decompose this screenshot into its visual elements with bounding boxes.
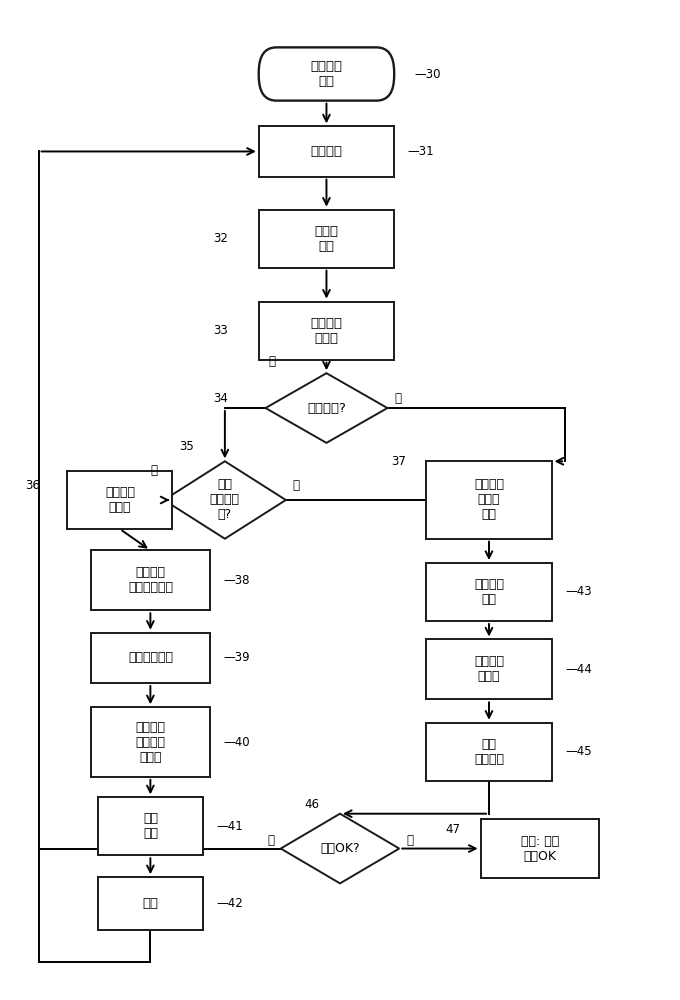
Text: 状态矢量
的捕获: 状态矢量 的捕获	[311, 317, 343, 345]
Text: 是: 是	[150, 464, 157, 477]
Text: 是: 是	[269, 355, 276, 368]
Text: —41: —41	[216, 820, 243, 833]
Text: —31: —31	[408, 145, 435, 158]
Text: —45: —45	[565, 745, 592, 758]
Bar	[91, 633, 209, 683]
Text: —39: —39	[223, 651, 250, 664]
Text: 46: 46	[305, 798, 320, 811]
Text: 反向
执行: 反向 执行	[143, 812, 158, 840]
Text: 程序测试
开始: 程序测试 开始	[311, 60, 343, 88]
Text: —40: —40	[223, 736, 250, 749]
Text: —38: —38	[223, 574, 250, 587]
Text: —30: —30	[415, 68, 441, 81]
Text: 处理
器例外中
止?: 处理 器例外中 止?	[210, 479, 240, 521]
Text: 错误位置
的检测: 错误位置 的检测	[105, 486, 135, 514]
Text: 缺陷点的确定: 缺陷点的确定	[128, 651, 173, 664]
Bar	[426, 723, 551, 781]
Bar	[258, 302, 394, 360]
Text: 是: 是	[406, 834, 413, 847]
Text: 36: 36	[25, 479, 40, 492]
Text: 中止程序?: 中止程序?	[307, 402, 346, 415]
Text: 函数标记: 函数标记	[311, 145, 343, 158]
Text: 错误周围
一个区间
的确定: 错误周围 一个区间 的确定	[135, 721, 165, 764]
Text: 结果文件
的关闭: 结果文件 的关闭	[474, 655, 504, 683]
Text: 终止程序
测试的
指示: 终止程序 测试的 指示	[474, 479, 504, 521]
Bar	[67, 471, 173, 529]
Text: —44: —44	[565, 663, 592, 676]
Bar	[426, 563, 551, 621]
Text: 否: 否	[292, 479, 300, 492]
Text: 34: 34	[214, 392, 228, 405]
Bar	[426, 461, 551, 539]
Bar	[481, 819, 599, 878]
Text: 33: 33	[214, 324, 228, 337]
Text: 记录标记
位置: 记录标记 位置	[474, 578, 504, 606]
Text: 35: 35	[180, 440, 194, 453]
Bar	[91, 550, 209, 610]
Text: 47: 47	[445, 823, 460, 836]
Bar	[91, 707, 209, 777]
Text: 37: 37	[391, 455, 406, 468]
Polygon shape	[281, 814, 399, 883]
Text: 调试: 调试	[142, 897, 158, 910]
Polygon shape	[164, 461, 286, 539]
Bar	[98, 797, 203, 855]
Bar	[426, 639, 551, 699]
Text: 否: 否	[267, 834, 274, 847]
Bar	[258, 210, 394, 268]
Bar	[98, 877, 203, 930]
Text: 否: 否	[394, 392, 401, 405]
Text: 输入点和
输出点的确定: 输入点和 输出点的确定	[128, 566, 173, 594]
Text: 结果OK?: 结果OK?	[320, 842, 360, 855]
Text: 32: 32	[214, 232, 228, 245]
Text: —42: —42	[216, 897, 243, 910]
Text: 程序的
执行: 程序的 执行	[314, 225, 339, 253]
Text: 程序
测试结束: 程序 测试结束	[474, 738, 504, 766]
Polygon shape	[265, 373, 388, 443]
Text: —43: —43	[565, 585, 592, 598]
Text: 结束: 所有
结果OK: 结束: 所有 结果OK	[521, 835, 559, 863]
Bar	[258, 126, 394, 177]
FancyBboxPatch shape	[258, 47, 394, 101]
